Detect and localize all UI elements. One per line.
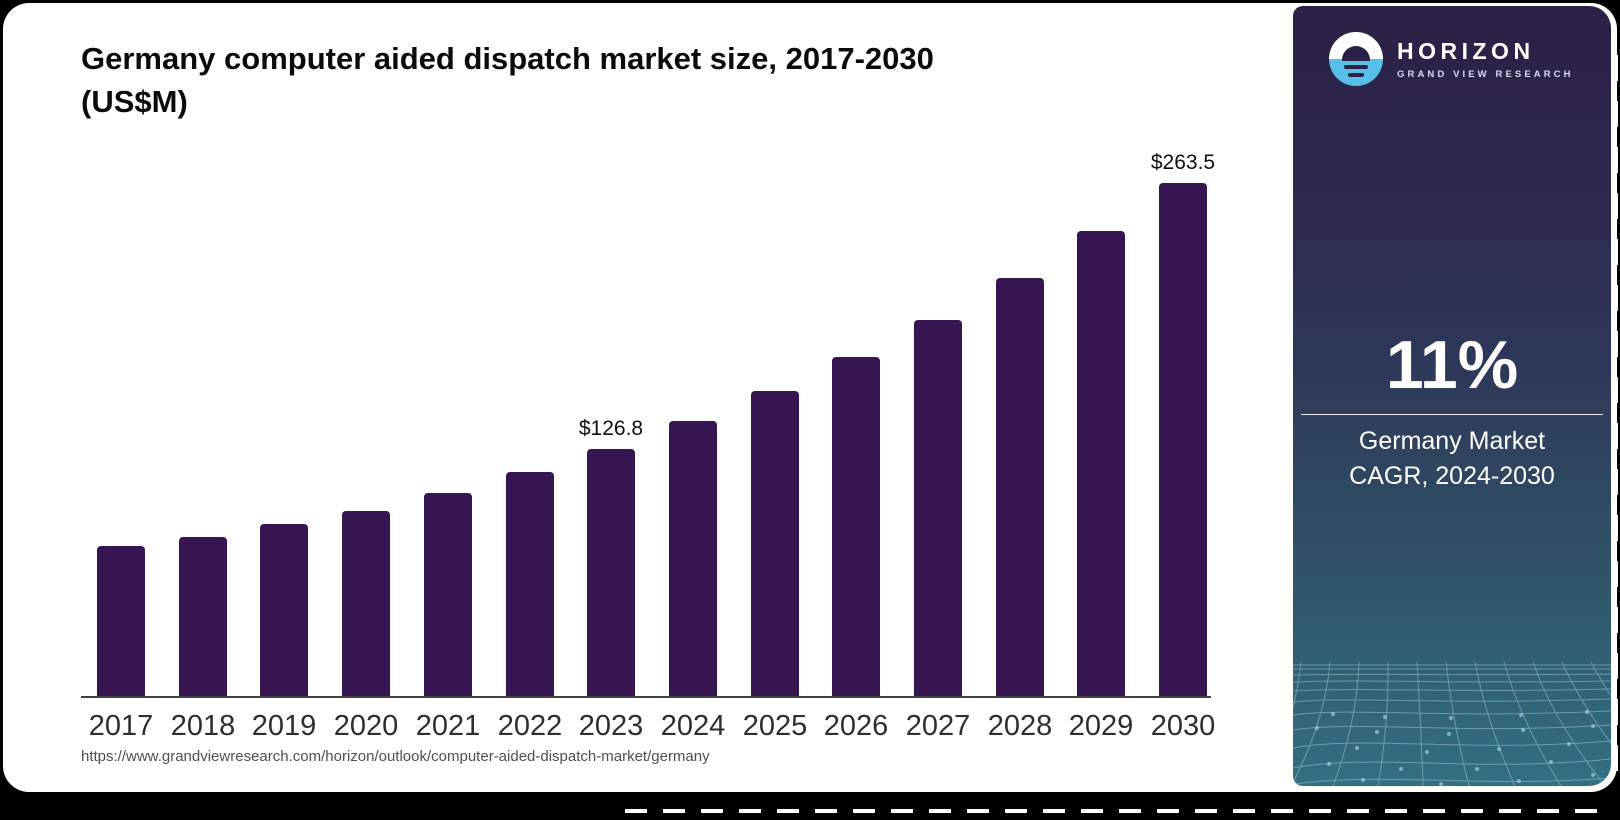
x-tick-2028: 2028	[987, 710, 1053, 742]
x-tick-2023: 2023	[578, 710, 644, 742]
side-panel: HORIZON GRAND VIEW RESEARCH 11% Germany …	[1293, 6, 1611, 786]
bar-2027	[914, 320, 962, 696]
page-title-line1: Germany computer aided dispatch market s…	[81, 41, 934, 76]
x-tick-2017: 2017	[88, 710, 154, 742]
stat-divider	[1301, 414, 1603, 415]
bar-2029	[1077, 231, 1125, 696]
bar-2021	[424, 493, 472, 696]
brand-subtitle: GRAND VIEW RESEARCH	[1397, 69, 1574, 80]
bar-2028	[996, 278, 1044, 696]
bottom-dashed-edge	[625, 809, 1611, 813]
horizon-sunrise-icon	[1329, 32, 1383, 86]
right-dashed-edge	[1614, 55, 1618, 785]
x-tick-2026: 2026	[823, 710, 889, 742]
bar-2024	[669, 421, 717, 696]
cagr-stat-value: 11%	[1385, 327, 1519, 403]
bar-2020	[342, 511, 390, 696]
cagr-stat-label-line2: CAGR, 2024-2030	[1349, 462, 1555, 490]
x-tick-2021: 2021	[415, 710, 481, 742]
wireframe-grid-graphic	[1293, 662, 1611, 786]
x-tick-2025: 2025	[742, 710, 808, 742]
x-tick-2024: 2024	[660, 710, 726, 742]
bar-2030	[1159, 183, 1207, 696]
bar-2022	[506, 472, 554, 696]
x-tick-2019: 2019	[251, 710, 317, 742]
x-tick-2027: 2027	[905, 710, 971, 742]
cagr-stat-label-line1: Germany Market	[1358, 427, 1546, 455]
x-tick-2018: 2018	[170, 710, 236, 742]
x-tick-2029: 2029	[1068, 710, 1134, 742]
cagr-stat-label: Germany Market CAGR, 2024-2030	[1293, 424, 1611, 494]
value-label-2023: $126.8	[578, 417, 644, 440]
x-tick-2022: 2022	[497, 710, 563, 742]
value-label-2030: $263.5	[1150, 151, 1216, 174]
brand-name: HORIZON	[1397, 38, 1535, 64]
bar-2023	[587, 449, 635, 696]
bar-2019	[260, 524, 308, 696]
page-title: Germany computer aided dispatch market s…	[81, 37, 1181, 123]
x-tick-2030: 2030	[1150, 710, 1216, 742]
x-tick-2020: 2020	[333, 710, 399, 742]
horizon-logo: HORIZON GRAND VIEW RESEARCH	[1329, 32, 1574, 86]
bar-2017	[97, 546, 145, 696]
source-url: https://www.grandviewresearch.com/horizo…	[81, 748, 710, 765]
bar-2018	[179, 537, 227, 696]
bar-chart: 2017 2018 2019 2020 2021 2022 2023 $126.8 2024 20…	[81, 151, 1215, 742]
bar-2025	[751, 391, 799, 696]
brand-block: HORIZON GRAND VIEW RESEARCH	[1397, 38, 1574, 80]
page-title-line2: (US$M)	[81, 84, 188, 119]
bar-2026	[832, 357, 880, 696]
